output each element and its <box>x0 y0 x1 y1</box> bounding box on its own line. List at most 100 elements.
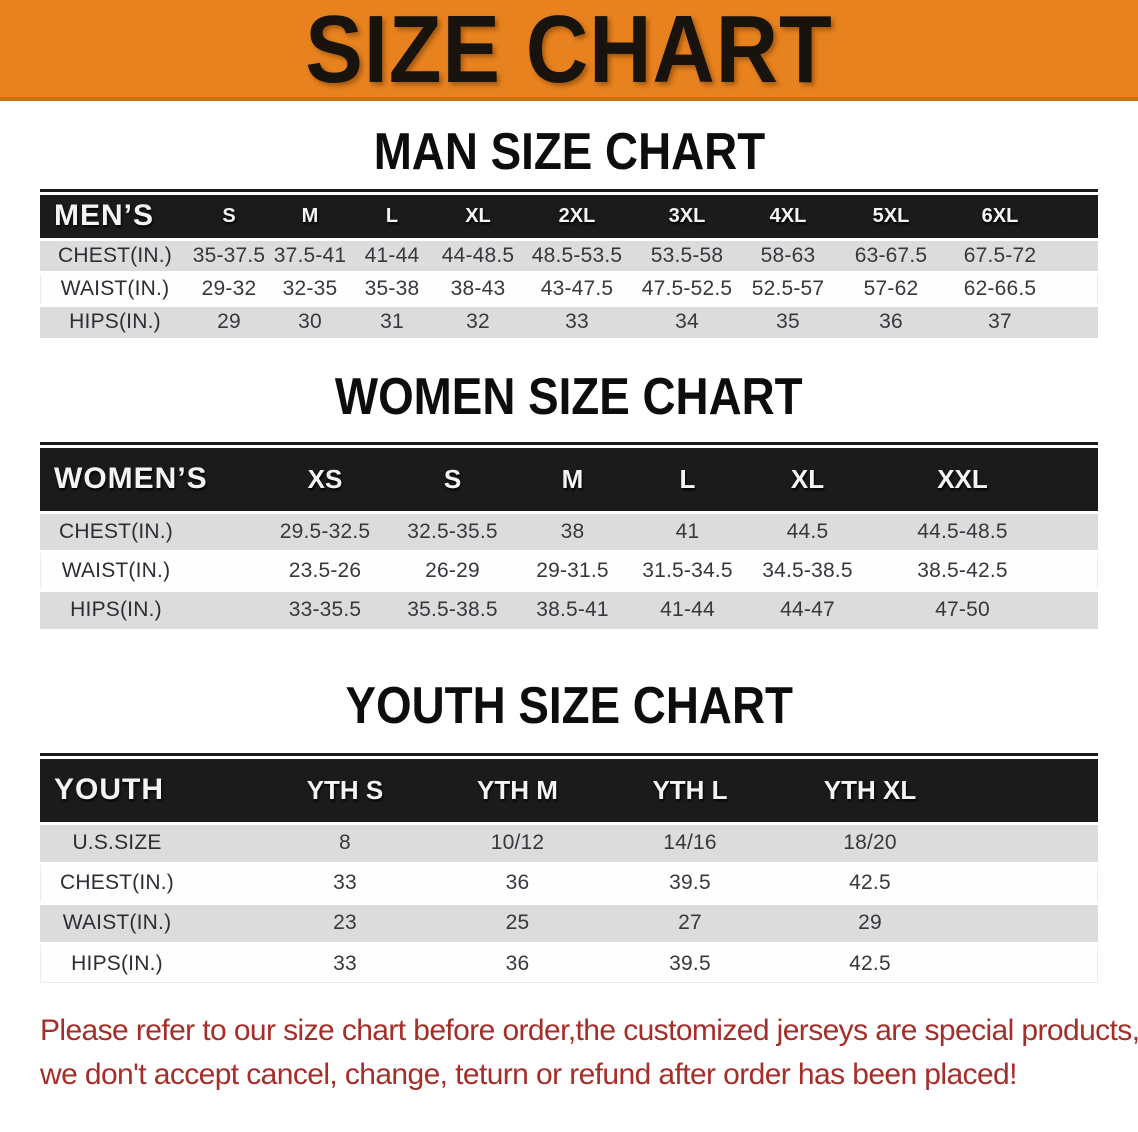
youth-size-chart-heading: YOUTH SIZE CHART <box>0 679 1138 733</box>
row-filler-cell <box>1055 588 1098 629</box>
size-table-header-row: WOMEN’S XS S M L XL XXL <box>40 448 1098 512</box>
size-value-cell: 34.5-38.5 <box>745 549 870 590</box>
size-value-cell: 35-38 <box>352 270 432 305</box>
size-table-header-row: MEN’S S M L XL 2XL 3XL 4XL 5XL 6XL <box>40 195 1098 239</box>
row-filler-cell <box>965 941 1098 983</box>
size-value-cell: 32-35 <box>268 270 352 305</box>
size-value-cell: 29 <box>775 901 965 943</box>
size-value-cell: 37 <box>950 303 1050 338</box>
size-value-cell: 44.5-48.5 <box>870 510 1055 551</box>
size-value-cell: 41 <box>630 510 745 551</box>
banner-title: SIZE CHART <box>305 0 833 103</box>
youth-size-table: YOUTH YTH S YTH M YTH L YTH XL U.S.SIZE 8 10/12… <box>40 759 1098 983</box>
size-value-cell: 33 <box>260 861 430 903</box>
size-column-header: 2XL <box>558 204 596 227</box>
size-value-cell: 36 <box>430 941 605 983</box>
size-value-cell: 38.5-41 <box>515 588 630 629</box>
mens-size-table: MEN’S S M L XL 2XL 3XL 4XL 5XL 6XL CHEST(IN.) 35-37… <box>40 195 1098 338</box>
size-column-header: YTH XL <box>823 774 917 805</box>
size-value-cell: 33 <box>260 941 430 983</box>
size-value-cell: 8 <box>260 821 430 863</box>
women-size-chart-heading: WOMEN SIZE CHART <box>0 370 1138 424</box>
size-value-cell: 62-66.5 <box>950 270 1050 305</box>
measurement-row: WAIST(IN.) 29-32 32-35 35-38 38-43 43-47.5 47.… <box>40 270 1098 305</box>
mens-size-table-wrapper: MEN’S S M L XL 2XL 3XL 4XL 5XL 6XL CHEST(IN.) 35-37… <box>40 189 1098 338</box>
size-value-cell: 39.5 <box>605 941 775 983</box>
womens-size-table: WOMEN’S XS S M L XL XXL CHEST(IN.) 29.5-32.5 32.5… <box>40 448 1098 629</box>
size-column-header: S <box>222 204 236 227</box>
size-value-cell: 38-43 <box>432 270 524 305</box>
row-filler-cell <box>1050 270 1098 305</box>
size-value-cell: 30 <box>268 303 352 338</box>
row-filler-cell <box>965 861 1098 903</box>
size-value-cell: 58-63 <box>744 237 832 272</box>
row-filler-cell <box>1050 237 1098 272</box>
size-value-cell: 47.5-52.5 <box>630 270 744 305</box>
size-column-header: M <box>561 463 584 494</box>
man-size-chart-heading: MAN SIZE CHART <box>0 125 1138 179</box>
size-chart-banner: SIZE CHART <box>0 0 1138 101</box>
size-column-header: M <box>301 204 319 227</box>
size-value-cell: 33-35.5 <box>260 588 390 629</box>
row-label: WAIST(IN.) <box>40 270 190 305</box>
size-value-cell: 35-37.5 <box>190 237 268 272</box>
size-column-header: XXL <box>937 463 988 494</box>
size-value-cell: 35.5-38.5 <box>390 588 515 629</box>
size-column-header: 5XL <box>872 204 910 227</box>
size-value-cell: 10/12 <box>430 821 605 863</box>
size-value-cell: 29 <box>190 303 268 338</box>
size-value-cell: 37.5-41 <box>268 237 352 272</box>
table-header-label: WOMEN’S <box>54 462 208 496</box>
size-column-header: YTH L <box>652 774 728 805</box>
size-value-cell: 43-47.5 <box>524 270 630 305</box>
size-value-cell: 34 <box>630 303 744 338</box>
measurement-row: CHEST(IN.) 35-37.5 37.5-41 41-44 44-48.5 48.5… <box>40 237 1098 272</box>
header-filler-cell <box>1055 448 1098 512</box>
header-filler-cell <box>965 759 1098 823</box>
size-value-cell: 32.5-35.5 <box>390 510 515 551</box>
size-value-cell: 44.5 <box>745 510 870 551</box>
size-value-cell: 36 <box>832 303 950 338</box>
size-value-cell: 67.5-72 <box>950 237 1050 272</box>
size-value-cell: 26-29 <box>390 549 515 590</box>
row-label: CHEST(IN.) <box>40 861 260 903</box>
size-column-header: YTH M <box>477 774 558 805</box>
size-value-cell: 41-44 <box>352 237 432 272</box>
size-value-cell: 23 <box>260 901 430 943</box>
size-column-header: XL <box>465 204 491 227</box>
size-value-cell: 25 <box>430 901 605 943</box>
size-value-cell: 35 <box>744 303 832 338</box>
size-column-header: YTH S <box>306 774 384 805</box>
row-label: HIPS(IN.) <box>40 303 190 338</box>
row-filler-cell <box>1055 549 1098 590</box>
size-column-header: XL <box>790 463 825 494</box>
size-value-cell: 31 <box>352 303 432 338</box>
size-table-header-row: YOUTH YTH S YTH M YTH L YTH XL <box>40 759 1098 823</box>
row-label: U.S.SIZE <box>40 821 260 863</box>
youth-size-table-wrapper: YOUTH YTH S YTH M YTH L YTH XL U.S.SIZE 8 10/12… <box>40 753 1098 983</box>
size-value-cell: 41-44 <box>630 588 745 629</box>
measurement-row: HIPS(IN.) 33-35.5 35.5-38.5 38.5-41 41-44 44-… <box>40 588 1098 629</box>
size-value-cell: 31.5-34.5 <box>630 549 745 590</box>
size-value-cell: 53.5-58 <box>630 237 744 272</box>
man-size-chart-heading-text: MAN SIZE CHART <box>373 123 765 181</box>
size-value-cell: 42.5 <box>775 941 965 983</box>
size-value-cell: 32 <box>432 303 524 338</box>
size-value-cell: 44-47 <box>745 588 870 629</box>
size-column-header: XS <box>307 463 343 494</box>
size-column-header: 6XL <box>981 204 1019 227</box>
row-filler-cell <box>1055 510 1098 551</box>
table-header-label: YOUTH <box>54 773 164 807</box>
size-value-cell: 14/16 <box>605 821 775 863</box>
measurement-row: HIPS(IN.) 29 30 31 32 33 34 35 36 37 <box>40 303 1098 338</box>
measurement-row: U.S.SIZE 8 10/12 14/16 18/20 <box>40 821 1098 863</box>
table-header-label: MEN’S <box>54 199 155 233</box>
size-value-cell: 29-31.5 <box>515 549 630 590</box>
measurement-row: CHEST(IN.) 29.5-32.5 32.5-35.5 38 41 44.5 44.5… <box>40 510 1098 551</box>
size-value-cell: 27 <box>605 901 775 943</box>
size-value-cell: 42.5 <box>775 861 965 903</box>
size-value-cell: 38.5-42.5 <box>870 549 1055 590</box>
size-value-cell: 33 <box>524 303 630 338</box>
row-label: CHEST(IN.) <box>40 237 190 272</box>
size-value-cell: 38 <box>515 510 630 551</box>
